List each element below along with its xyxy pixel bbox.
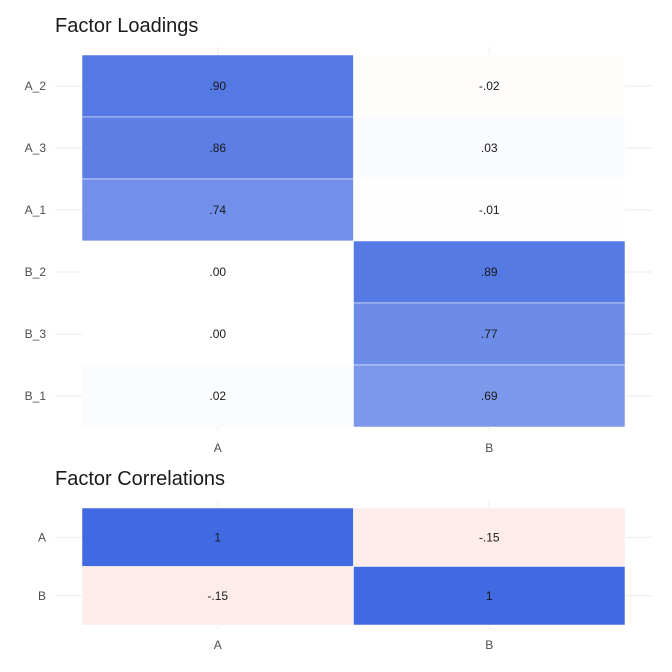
- loadings-title: Factor Loadings: [55, 15, 199, 37]
- cell-value-label: .89: [481, 265, 498, 279]
- cell-value-label: .90: [209, 79, 226, 93]
- correlations-title: Factor Correlations: [55, 468, 226, 490]
- heatmap-cell: [353, 178, 626, 242]
- x-tick-label: A: [214, 441, 222, 455]
- heatmap-cell: [81, 566, 354, 626]
- heatmap-cell: [81, 507, 354, 567]
- heatmap-cell: [81, 364, 354, 428]
- heatmap-cell: [353, 302, 626, 366]
- y-tick-label: A: [38, 530, 46, 544]
- cell-value-label: -.01: [479, 203, 500, 217]
- heatmap-cell: [353, 507, 626, 567]
- y-tick-label: B_3: [25, 327, 47, 341]
- cell-value-label: .00: [209, 327, 226, 341]
- heatmap-cell: [353, 116, 626, 180]
- cell-value-label: 1: [486, 589, 493, 603]
- cell-value-label: -.15: [479, 530, 500, 544]
- heatmap-cell: [81, 302, 354, 366]
- heatmap-cell: [81, 240, 354, 304]
- y-tick-label: A_2: [25, 79, 47, 93]
- y-tick-label: B: [38, 589, 46, 603]
- cell-value-label: 1: [214, 530, 221, 544]
- y-tick-label: B_2: [25, 265, 47, 279]
- cell-value-label: .74: [209, 203, 226, 217]
- y-tick-label: B_1: [25, 389, 47, 403]
- cell-value-label: .02: [209, 389, 226, 403]
- cell-value-label: .86: [209, 141, 226, 155]
- cell-value-label: .03: [481, 141, 498, 155]
- y-tick-label: A_3: [25, 141, 47, 155]
- cell-value-label: -.02: [479, 79, 500, 93]
- cell-value-label: .69: [481, 389, 498, 403]
- heatmap-cell: [353, 54, 626, 118]
- y-tick-label: A_1: [25, 203, 47, 217]
- cell-value-label: .00: [209, 265, 226, 279]
- heatmap-cell: [353, 364, 626, 428]
- heatmap-cell: [353, 240, 626, 304]
- x-tick-label: B: [485, 441, 493, 455]
- factor-loadings-heatmap: .90 -.02 .86 .03 .74 -.01 .00 .89 .00 .77 .02 .69 A_…: [25, 47, 652, 455]
- heatmap-cell: [81, 116, 354, 180]
- heatmap-cell: [353, 566, 626, 626]
- x-tick-label: A: [214, 638, 222, 652]
- cell-value-label: .77: [481, 327, 498, 341]
- x-tick-label: B: [485, 638, 493, 652]
- cell-value-label: -.15: [207, 589, 228, 603]
